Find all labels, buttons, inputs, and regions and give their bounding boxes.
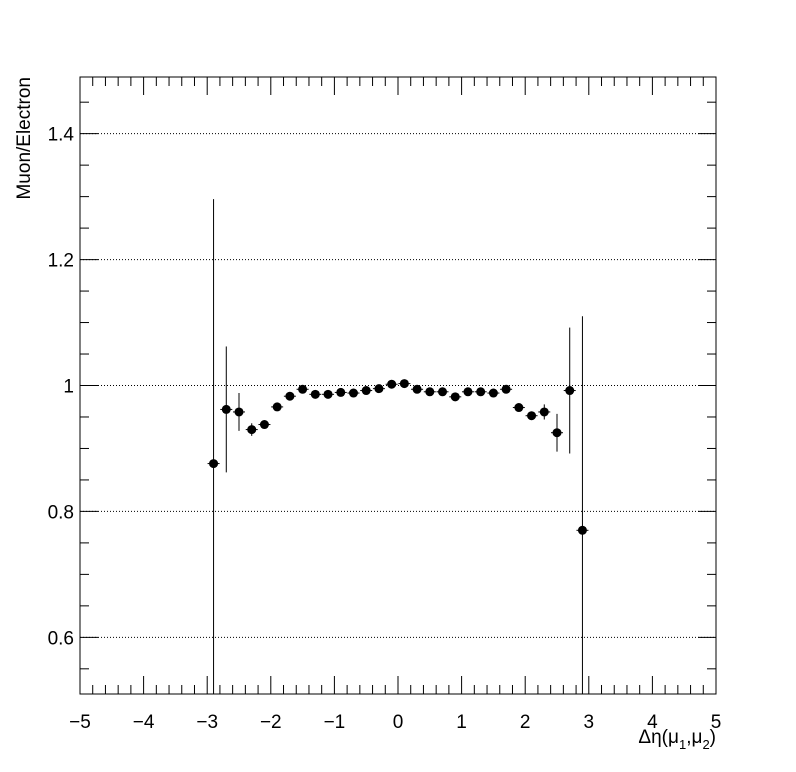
data-point-8 — [310, 389, 320, 399]
x-axis-title-sub1: 1 — [679, 737, 686, 752]
data-point-13 — [374, 384, 384, 394]
y-axis-title: Muon/Electron — [14, 77, 35, 200]
x-tick-label: 2 — [520, 712, 531, 733]
x-tick-label: 5 — [711, 712, 722, 733]
data-point-1 — [221, 404, 231, 414]
data-point-28 — [565, 386, 575, 396]
data-point-3 — [247, 425, 257, 435]
x-tick-label: −1 — [324, 712, 346, 733]
x-axis-title-sub2: 2 — [702, 737, 709, 752]
data-point-4 — [259, 420, 269, 430]
data-point-23 — [501, 384, 511, 394]
y-tick-label: 1.2 — [48, 251, 74, 272]
data-point-15 — [399, 379, 409, 389]
x-tick-label: −3 — [196, 712, 218, 733]
x-tick-label: 4 — [647, 712, 658, 733]
x-tick-label: −4 — [133, 712, 155, 733]
data-point-22 — [488, 388, 498, 398]
x-tick-label: 1 — [456, 712, 467, 733]
data-point-6 — [285, 391, 295, 401]
data-point-21 — [476, 387, 486, 397]
y-tick-label: 1 — [63, 377, 74, 398]
data-point-20 — [463, 387, 473, 397]
y-tick-label: 1.4 — [48, 125, 75, 146]
x-axis-title-main: Δη(μ — [638, 727, 679, 748]
x-tick-label: 0 — [393, 712, 404, 733]
data-point-26 — [539, 407, 549, 417]
axis-ticks — [79, 77, 717, 694]
x-axis-title-end: ) — [710, 727, 716, 748]
x-tick-labels: −5 −4 −3 −2 −1 0 1 2 3 4 5 — [69, 712, 721, 733]
y-tick-label: 0.8 — [48, 502, 74, 523]
data-point-14 — [387, 379, 397, 389]
data-point-17 — [425, 387, 435, 397]
data-point-16 — [412, 384, 422, 394]
data-point-0 — [209, 459, 219, 469]
data-markers — [209, 379, 587, 535]
data-point-7 — [298, 384, 308, 394]
grid-lines — [80, 133, 716, 638]
data-point-27 — [552, 428, 562, 438]
x-tick-label: −5 — [69, 712, 91, 733]
data-point-12 — [361, 386, 371, 396]
x-axis-title-mid: ,μ — [686, 727, 702, 748]
data-point-11 — [348, 388, 358, 398]
y-tick-labels: 0.6 0.8 1 1.2 1.4 — [48, 125, 75, 650]
data-point-9 — [323, 389, 333, 399]
data-point-19 — [450, 392, 460, 402]
x-axis-title: Δη(μ1,μ2) — [638, 727, 716, 752]
data-point-25 — [527, 411, 537, 421]
x-tick-label: −2 — [260, 712, 282, 733]
data-point-24 — [514, 403, 524, 413]
data-point-18 — [438, 387, 448, 397]
y-tick-label: 0.6 — [48, 628, 74, 649]
x-tick-label: 3 — [584, 712, 595, 733]
error-bars — [207, 199, 589, 694]
data-point-29 — [577, 525, 587, 535]
data-point-5 — [272, 402, 282, 412]
data-point-2 — [234, 407, 244, 417]
data-point-10 — [336, 387, 346, 397]
